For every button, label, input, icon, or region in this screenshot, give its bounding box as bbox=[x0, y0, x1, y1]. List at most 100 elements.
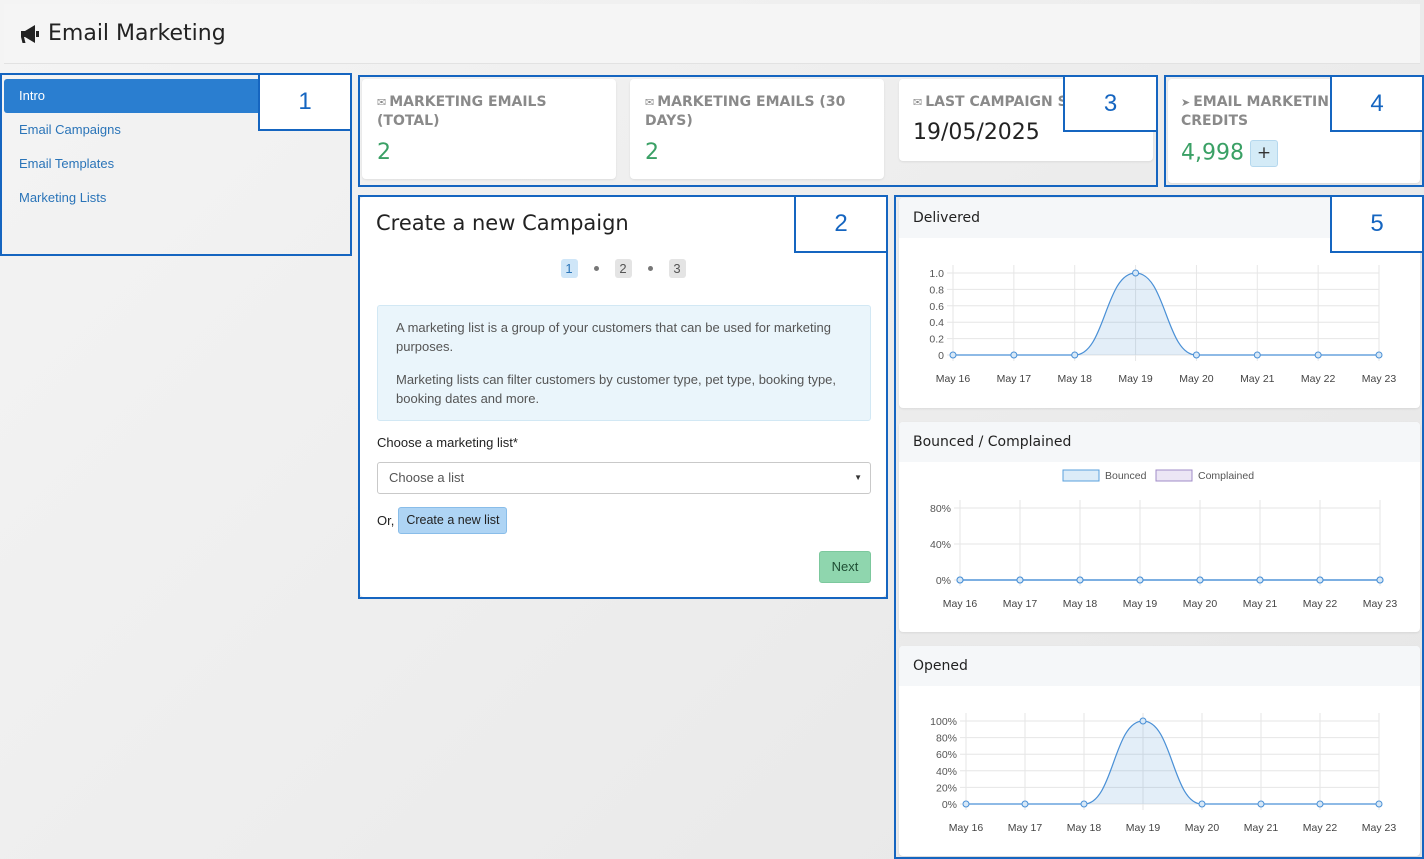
x-tick-label: May 22 bbox=[1301, 373, 1336, 385]
legend-swatch bbox=[1062, 469, 1100, 482]
data-point bbox=[1192, 351, 1200, 359]
stat-label-total: MARKETING EMAILS (TOTAL) bbox=[377, 94, 547, 129]
create-new-list-button[interactable]: Create a new list bbox=[398, 507, 508, 534]
select-placeholder: Choose a list bbox=[389, 470, 465, 485]
data-point bbox=[1375, 351, 1383, 359]
x-tick-label: May 18 bbox=[1067, 822, 1102, 834]
y-tick-label: 1.0 bbox=[929, 268, 944, 280]
calendar-mail-icon: ✉ bbox=[645, 96, 655, 109]
x-tick-label: May 17 bbox=[997, 373, 1032, 385]
data-point bbox=[1375, 800, 1383, 808]
x-tick-label: May 21 bbox=[1243, 598, 1278, 610]
annotation-label-1: 1 bbox=[258, 73, 352, 131]
x-tick-label: May 20 bbox=[1185, 822, 1220, 834]
stat-label-last-campaign: LAST CAMPAIGN S bbox=[925, 94, 1068, 110]
stat-value-credits: 4,998 bbox=[1181, 140, 1244, 166]
info-box: A marketing list is a group of your cust… bbox=[377, 305, 871, 421]
y-tick-label: 0.6 bbox=[929, 301, 944, 313]
choose-list-label: Choose a marketing list* bbox=[377, 435, 518, 450]
sidebar-item-intro[interactable]: Intro bbox=[4, 79, 266, 113]
y-tick-label: 0.2 bbox=[929, 334, 944, 346]
y-tick-label: 40% bbox=[936, 766, 957, 778]
marketing-list-select[interactable]: Choose a list ▼ bbox=[377, 462, 871, 494]
sidebar-item-email-campaigns[interactable]: Email Campaigns bbox=[19, 122, 121, 137]
x-tick-label: May 23 bbox=[1363, 598, 1398, 610]
x-tick-label: May 21 bbox=[1244, 822, 1279, 834]
x-tick-label: May 16 bbox=[943, 598, 978, 610]
opened-chart: 100% 80% 60% 40% 20% 0% May 16 May 17 May 18 May … bbox=[930, 713, 1397, 834]
data-point bbox=[1080, 800, 1088, 808]
x-tick-label: May 19 bbox=[1123, 598, 1158, 610]
stat-label-credits-line2: CREDITS bbox=[1181, 113, 1249, 129]
series-line bbox=[966, 720, 1379, 805]
data-point bbox=[1316, 800, 1324, 808]
or-label: Or, bbox=[377, 513, 395, 528]
stat-value-total: 2 bbox=[377, 140, 391, 165]
stat-label-credits: EMAIL MARKETIN bbox=[1193, 94, 1329, 110]
data-point bbox=[1198, 800, 1206, 808]
data-point bbox=[1376, 576, 1384, 584]
data-point bbox=[1256, 576, 1264, 584]
annotation-label-4: 4 bbox=[1330, 75, 1424, 132]
annotation-label-3: 3 bbox=[1063, 75, 1158, 132]
y-tick-label: 60% bbox=[936, 749, 957, 761]
x-tick-label: May 19 bbox=[1118, 373, 1153, 385]
data-point bbox=[1076, 576, 1084, 584]
x-tick-label: May 17 bbox=[1003, 598, 1038, 610]
annotation-label-2: 2 bbox=[794, 195, 888, 253]
x-tick-label: May 23 bbox=[1362, 822, 1397, 834]
add-credits-button[interactable]: + bbox=[1249, 140, 1278, 167]
x-tick-label: May 16 bbox=[949, 822, 984, 834]
x-tick-label: May 23 bbox=[1362, 373, 1397, 385]
y-tick-label: 20% bbox=[936, 782, 957, 794]
legend-label: Complained bbox=[1198, 470, 1254, 482]
opened-chart-card: Opened 100% 80% 60% 40% 20% 0% May 16 May 17 May… bbox=[899, 646, 1420, 856]
y-tick-label: 0.4 bbox=[929, 317, 944, 329]
data-point bbox=[1136, 576, 1144, 584]
data-point bbox=[1071, 351, 1079, 359]
y-tick-label: 0% bbox=[936, 575, 951, 587]
y-tick-label: 0 bbox=[938, 350, 944, 362]
stat-label-30-days: MARKETING EMAILS (30 DAYS) bbox=[645, 94, 846, 129]
delivered-chart: 1.0 0.8 0.6 0.4 0.2 0 May 16 May 17 May 18 May 19… bbox=[929, 265, 1397, 385]
opened-chart-title: Opened bbox=[899, 646, 1420, 686]
legend-label: Bounced bbox=[1105, 470, 1147, 482]
y-tick-label: 40% bbox=[930, 539, 951, 551]
data-point bbox=[1314, 351, 1322, 359]
bounced-complained-chart: 80% 40% 0% May 16 May 17 May 18 May 19 May 20 Ma… bbox=[930, 469, 1398, 610]
x-tick-label: May 21 bbox=[1240, 373, 1275, 385]
legend-swatch bbox=[1155, 469, 1193, 482]
stat-value-30-days: 2 bbox=[645, 140, 659, 165]
step-1: 1 bbox=[560, 259, 578, 278]
step-3: 3 bbox=[668, 259, 686, 278]
y-tick-label: 0.8 bbox=[929, 284, 944, 296]
info-text-1: A marketing list is a group of your cust… bbox=[396, 320, 831, 354]
data-point bbox=[962, 800, 970, 808]
x-tick-label: May 18 bbox=[1057, 373, 1092, 385]
data-point bbox=[956, 576, 964, 584]
data-point bbox=[1257, 800, 1265, 808]
series-line bbox=[953, 272, 1379, 356]
create-campaign-panel: Create a new Campaign 1 2 3 A marketing … bbox=[360, 197, 886, 597]
truck-mail-icon: ✉ bbox=[377, 96, 387, 109]
step-indicator: 1 2 3 bbox=[360, 259, 886, 278]
bounced-chart-card: Bounced / Complained 80% 40% 0% May 16 May 1… bbox=[899, 422, 1420, 632]
next-button[interactable]: Next bbox=[819, 551, 871, 583]
page-title: Email Marketing bbox=[48, 21, 226, 46]
data-point bbox=[1132, 269, 1140, 277]
data-point bbox=[949, 351, 957, 359]
page-header: Email Marketing bbox=[4, 4, 1420, 64]
x-tick-label: May 22 bbox=[1303, 822, 1338, 834]
x-tick-label: May 20 bbox=[1183, 598, 1218, 610]
data-point bbox=[1139, 717, 1147, 725]
x-tick-label: May 18 bbox=[1063, 598, 1098, 610]
megaphone-icon bbox=[21, 24, 39, 43]
step-separator bbox=[647, 266, 653, 271]
envelope-icon: ✉ bbox=[913, 96, 923, 109]
step-separator bbox=[593, 266, 599, 271]
sidebar-item-marketing-lists[interactable]: Marketing Lists bbox=[19, 190, 107, 205]
stat-value-last-campaign: 19/05/2025 bbox=[913, 120, 1040, 145]
campaign-title: Create a new Campaign bbox=[376, 211, 629, 235]
data-point bbox=[1196, 576, 1204, 584]
sidebar-item-email-templates[interactable]: Email Templates bbox=[19, 156, 115, 171]
